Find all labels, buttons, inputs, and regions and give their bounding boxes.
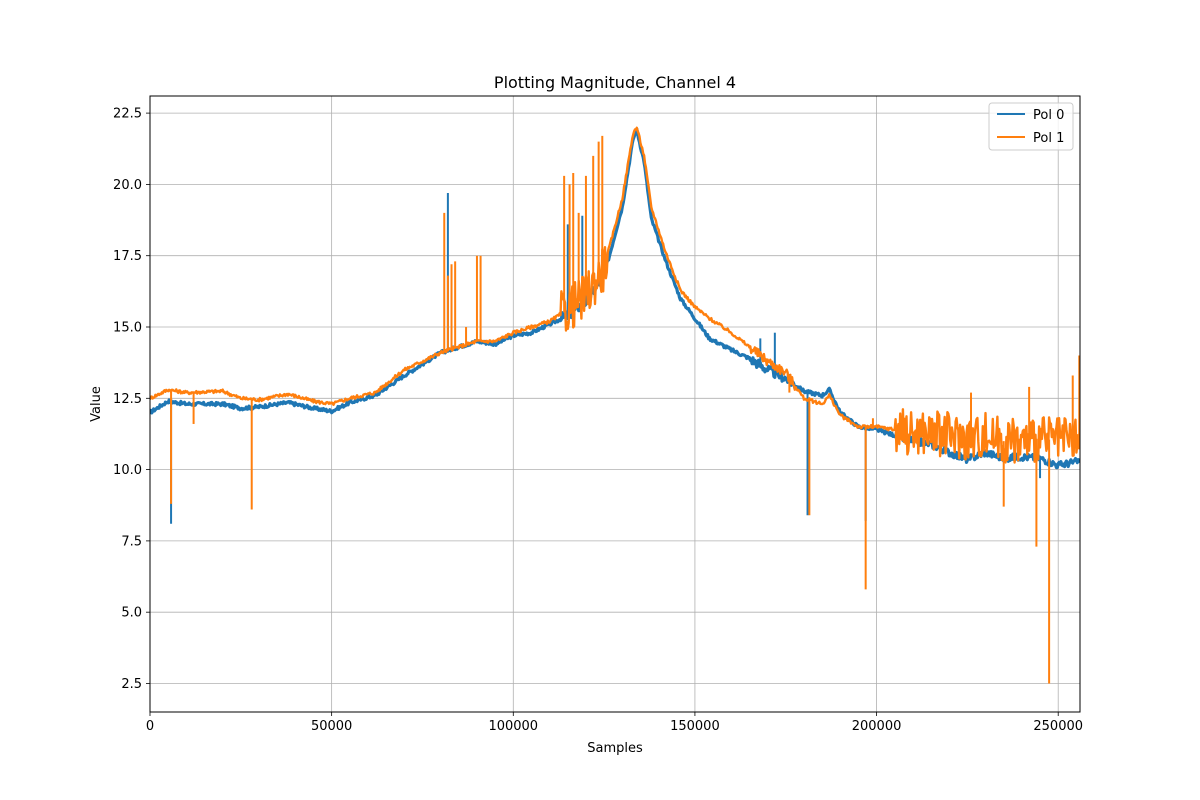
- series-layer: [150, 126, 1080, 684]
- y-axis-ticks: 2.5 5.0 7.5 10.0 12.5 15.0 17.5 20.0 22.5: [113, 107, 150, 692]
- x-axis-label: Samples: [587, 741, 643, 756]
- y-tick-label: 5.0: [121, 606, 142, 621]
- y-tick-label: 20.0: [113, 178, 142, 193]
- x-axis-ticks: 0 50000 100000 150000 200000 250000: [146, 712, 1083, 734]
- plot-frame: [149, 95, 1081, 713]
- y-tick-label: 7.5: [121, 534, 142, 549]
- y-tick-label: 12.5: [113, 392, 142, 407]
- series-line-pol-1: [150, 126, 1080, 464]
- y-tick-label: 10.0: [113, 463, 142, 478]
- x-tick-label: 250000: [1033, 719, 1083, 734]
- legend-label-pol-0: Pol 0: [1033, 108, 1064, 123]
- y-tick-label: 22.5: [113, 107, 142, 122]
- x-tick-label: 0: [146, 719, 154, 734]
- y-axis-label: Value: [89, 386, 104, 422]
- y-tick-label: 15.0: [113, 321, 142, 336]
- x-tick-label: 150000: [670, 719, 720, 734]
- legend: Pol 0 Pol 1: [988, 102, 1074, 151]
- y-tick-label: 2.5: [121, 677, 142, 692]
- grid: [149, 96, 1080, 712]
- x-tick-label: 200000: [852, 719, 902, 734]
- legend-label-pol-1: Pol 1: [1033, 131, 1064, 146]
- y-tick-label: 17.5: [113, 249, 142, 264]
- chart-title: Plotting Magnitude, Channel 4: [494, 73, 736, 92]
- x-tick-label: 50000: [311, 719, 352, 734]
- x-tick-label: 100000: [488, 719, 538, 734]
